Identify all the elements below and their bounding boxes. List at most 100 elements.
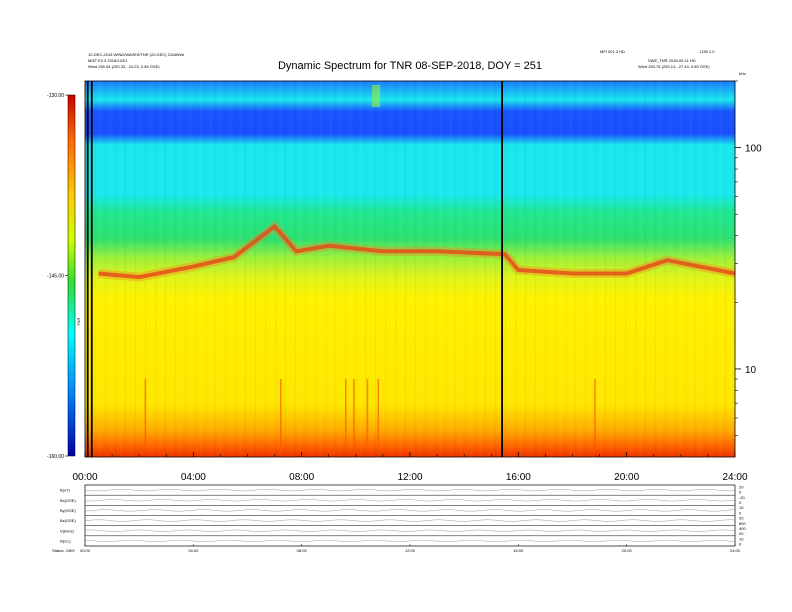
burst-streak: [366, 379, 369, 451]
texture-stripe: [415, 81, 417, 457]
x-tick-label: 00:00: [72, 472, 97, 483]
x-tick-label: 08:00: [289, 472, 314, 483]
texture-stripe: [205, 81, 206, 457]
panel-x-tick-label: 08:00: [297, 548, 308, 553]
burst-streak: [353, 379, 355, 451]
texture-stripe: [225, 81, 226, 457]
burst-patch: [372, 85, 381, 107]
colorbar-tick-label: -130.00: [47, 93, 64, 99]
texture-stripe: [475, 81, 476, 457]
panel-trace: [84, 539, 736, 542]
texture-stripe: [265, 81, 267, 457]
panel-right-tick: 0: [739, 490, 742, 495]
panel-trace: [84, 529, 736, 532]
burst-streak: [594, 379, 596, 451]
texture-stripe: [210, 81, 212, 457]
texture-stripe: [115, 81, 117, 457]
texture-stripe: [615, 81, 617, 457]
info-left-2: MGF E3.3 2018/12/01: [88, 58, 128, 63]
y-tick-label: 100: [745, 144, 762, 155]
texture-stripe: [375, 81, 377, 457]
texture-stripe: [655, 81, 657, 457]
texture-stripe: [285, 81, 287, 457]
texture-stripe: [220, 81, 222, 457]
x-axis-ticks: 00:00 04:00 08:00 12:00 16:00 20:00 24:00: [72, 452, 748, 483]
texture-stripe: [465, 81, 466, 457]
colorbar-tick-label: -145.00: [47, 274, 64, 280]
texture-stripe: [320, 81, 322, 457]
burst-streak: [345, 379, 347, 451]
texture-stripe: [330, 81, 332, 457]
panel-x-tick-label: 00:00: [80, 548, 91, 553]
panel-x-tick-label: 04:00: [188, 548, 199, 553]
texture-stripe: [260, 81, 261, 457]
texture-stripe: [315, 81, 316, 457]
texture-stripe: [500, 81, 501, 457]
texture-stripe: [570, 81, 572, 457]
texture-stripe: [395, 81, 397, 457]
texture-stripe: [380, 81, 381, 457]
texture-stripe: [165, 81, 167, 457]
texture-stripe: [450, 81, 452, 457]
panel-right-tick: 10: [739, 505, 744, 510]
panel-trace: [84, 509, 736, 512]
texture-stripe: [120, 81, 121, 457]
texture-stripe: [460, 81, 462, 457]
plasma-line-halo: [98, 220, 736, 282]
panel-label: By(GSE): [60, 508, 76, 513]
panel-x-tick-label: 20:00: [622, 548, 633, 553]
texture-stripe: [325, 81, 326, 457]
colorbar: [67, 94, 76, 457]
texture-stripe: [455, 81, 456, 457]
burst-streak: [280, 379, 282, 451]
texture-stripe: [550, 81, 552, 457]
texture-stripe: [90, 81, 92, 457]
panel-label: V(km/s): [60, 528, 74, 533]
texture-stripe: [255, 81, 257, 457]
spectrum-background: [85, 81, 735, 457]
info-right-3: Wind 253.76 (253.14, -27.43, 0.89 GSE): [638, 64, 710, 69]
texture-stripe: [250, 81, 251, 457]
panel-right-tick: 0: [739, 500, 742, 505]
x-tick-label: 12:00: [397, 472, 422, 483]
colorbar-ticks: -130.00 -145.00 -160.00: [47, 93, 68, 460]
texture-stripe: [235, 81, 237, 457]
texture-stripe: [560, 81, 562, 457]
corner-id: LDB 1.0: [700, 49, 715, 54]
texture-stripe: [625, 81, 627, 457]
texture-stripe: [680, 81, 682, 457]
texture-stripe: [155, 81, 157, 457]
panel-label: Bz(GSE): [60, 518, 76, 523]
panel-right-tick: 20: [739, 485, 744, 490]
texture-stripe: [365, 81, 367, 457]
texture-stripe: [340, 81, 342, 457]
x-tick-label: 16:00: [506, 472, 531, 483]
y-unit-label: kHz: [739, 71, 746, 76]
texture-stripe: [385, 81, 387, 457]
texture-stripe: [150, 81, 151, 457]
panel-right-tick: 20: [739, 531, 744, 536]
texture-stripe: [135, 81, 137, 457]
texture-stripe: [600, 81, 602, 457]
colorbar-label: TNR: [76, 318, 81, 326]
texture-stripe: [270, 81, 271, 457]
texture-stripe: [580, 81, 582, 457]
texture-stripe: [430, 81, 432, 457]
info-left-1: 10-DEC-2018 WIND/WAVES/TNR (20-SEC) CDAW…: [88, 52, 185, 57]
texture-stripe: [350, 81, 352, 457]
texture-stripe: [295, 81, 297, 457]
panel-trace: [84, 499, 736, 502]
panel-x-tick-label: 16:00: [513, 548, 524, 553]
texture-stripe: [425, 81, 426, 457]
texture-stripe: [370, 81, 371, 457]
texture-stripe: [435, 81, 436, 457]
panel-right-tick: 0: [739, 510, 742, 515]
info-left-3: Wind 255.54 (253.33, -24.23, 0.89 GSE): [88, 64, 160, 69]
burst-streak: [144, 379, 147, 451]
texture-stripe: [110, 81, 112, 457]
panel-x-tick-label: 12:00: [405, 548, 416, 553]
info-right-2: SWE_TNR 2018-09-11 HD: [648, 58, 696, 63]
texture-stripe: [355, 81, 356, 457]
texture-stripe: [725, 81, 727, 457]
